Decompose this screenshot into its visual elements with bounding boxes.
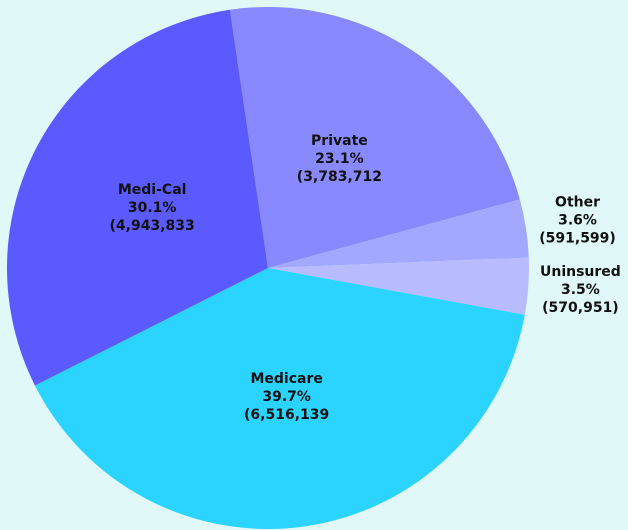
slice-label: 30.1% bbox=[128, 200, 177, 216]
pie-slice bbox=[7, 9, 268, 386]
slice-label: 39.7% bbox=[262, 389, 311, 405]
slice-label: (4,943,833 bbox=[110, 218, 195, 234]
pie-slice bbox=[268, 199, 529, 268]
slice-label: Other bbox=[555, 194, 600, 210]
slice-label: Uninsured bbox=[540, 264, 621, 280]
slice-label: 23.1% bbox=[315, 151, 364, 167]
slice-label: (3,783,712 bbox=[297, 169, 382, 185]
slice-label: Medi-Cal bbox=[118, 182, 187, 198]
pie-slice bbox=[268, 257, 529, 315]
pie-slice bbox=[229, 7, 520, 269]
slice-label: Medicare bbox=[250, 371, 322, 387]
slice-label: (570,951) bbox=[542, 300, 619, 316]
pie-slice bbox=[34, 268, 525, 529]
slice-label: (591,599) bbox=[539, 230, 616, 246]
slice-label: Private bbox=[311, 133, 368, 149]
slice-label: 3.5% bbox=[561, 282, 600, 298]
slice-label: (6,516,139 bbox=[244, 407, 329, 423]
slice-label: 3.6% bbox=[558, 212, 597, 228]
